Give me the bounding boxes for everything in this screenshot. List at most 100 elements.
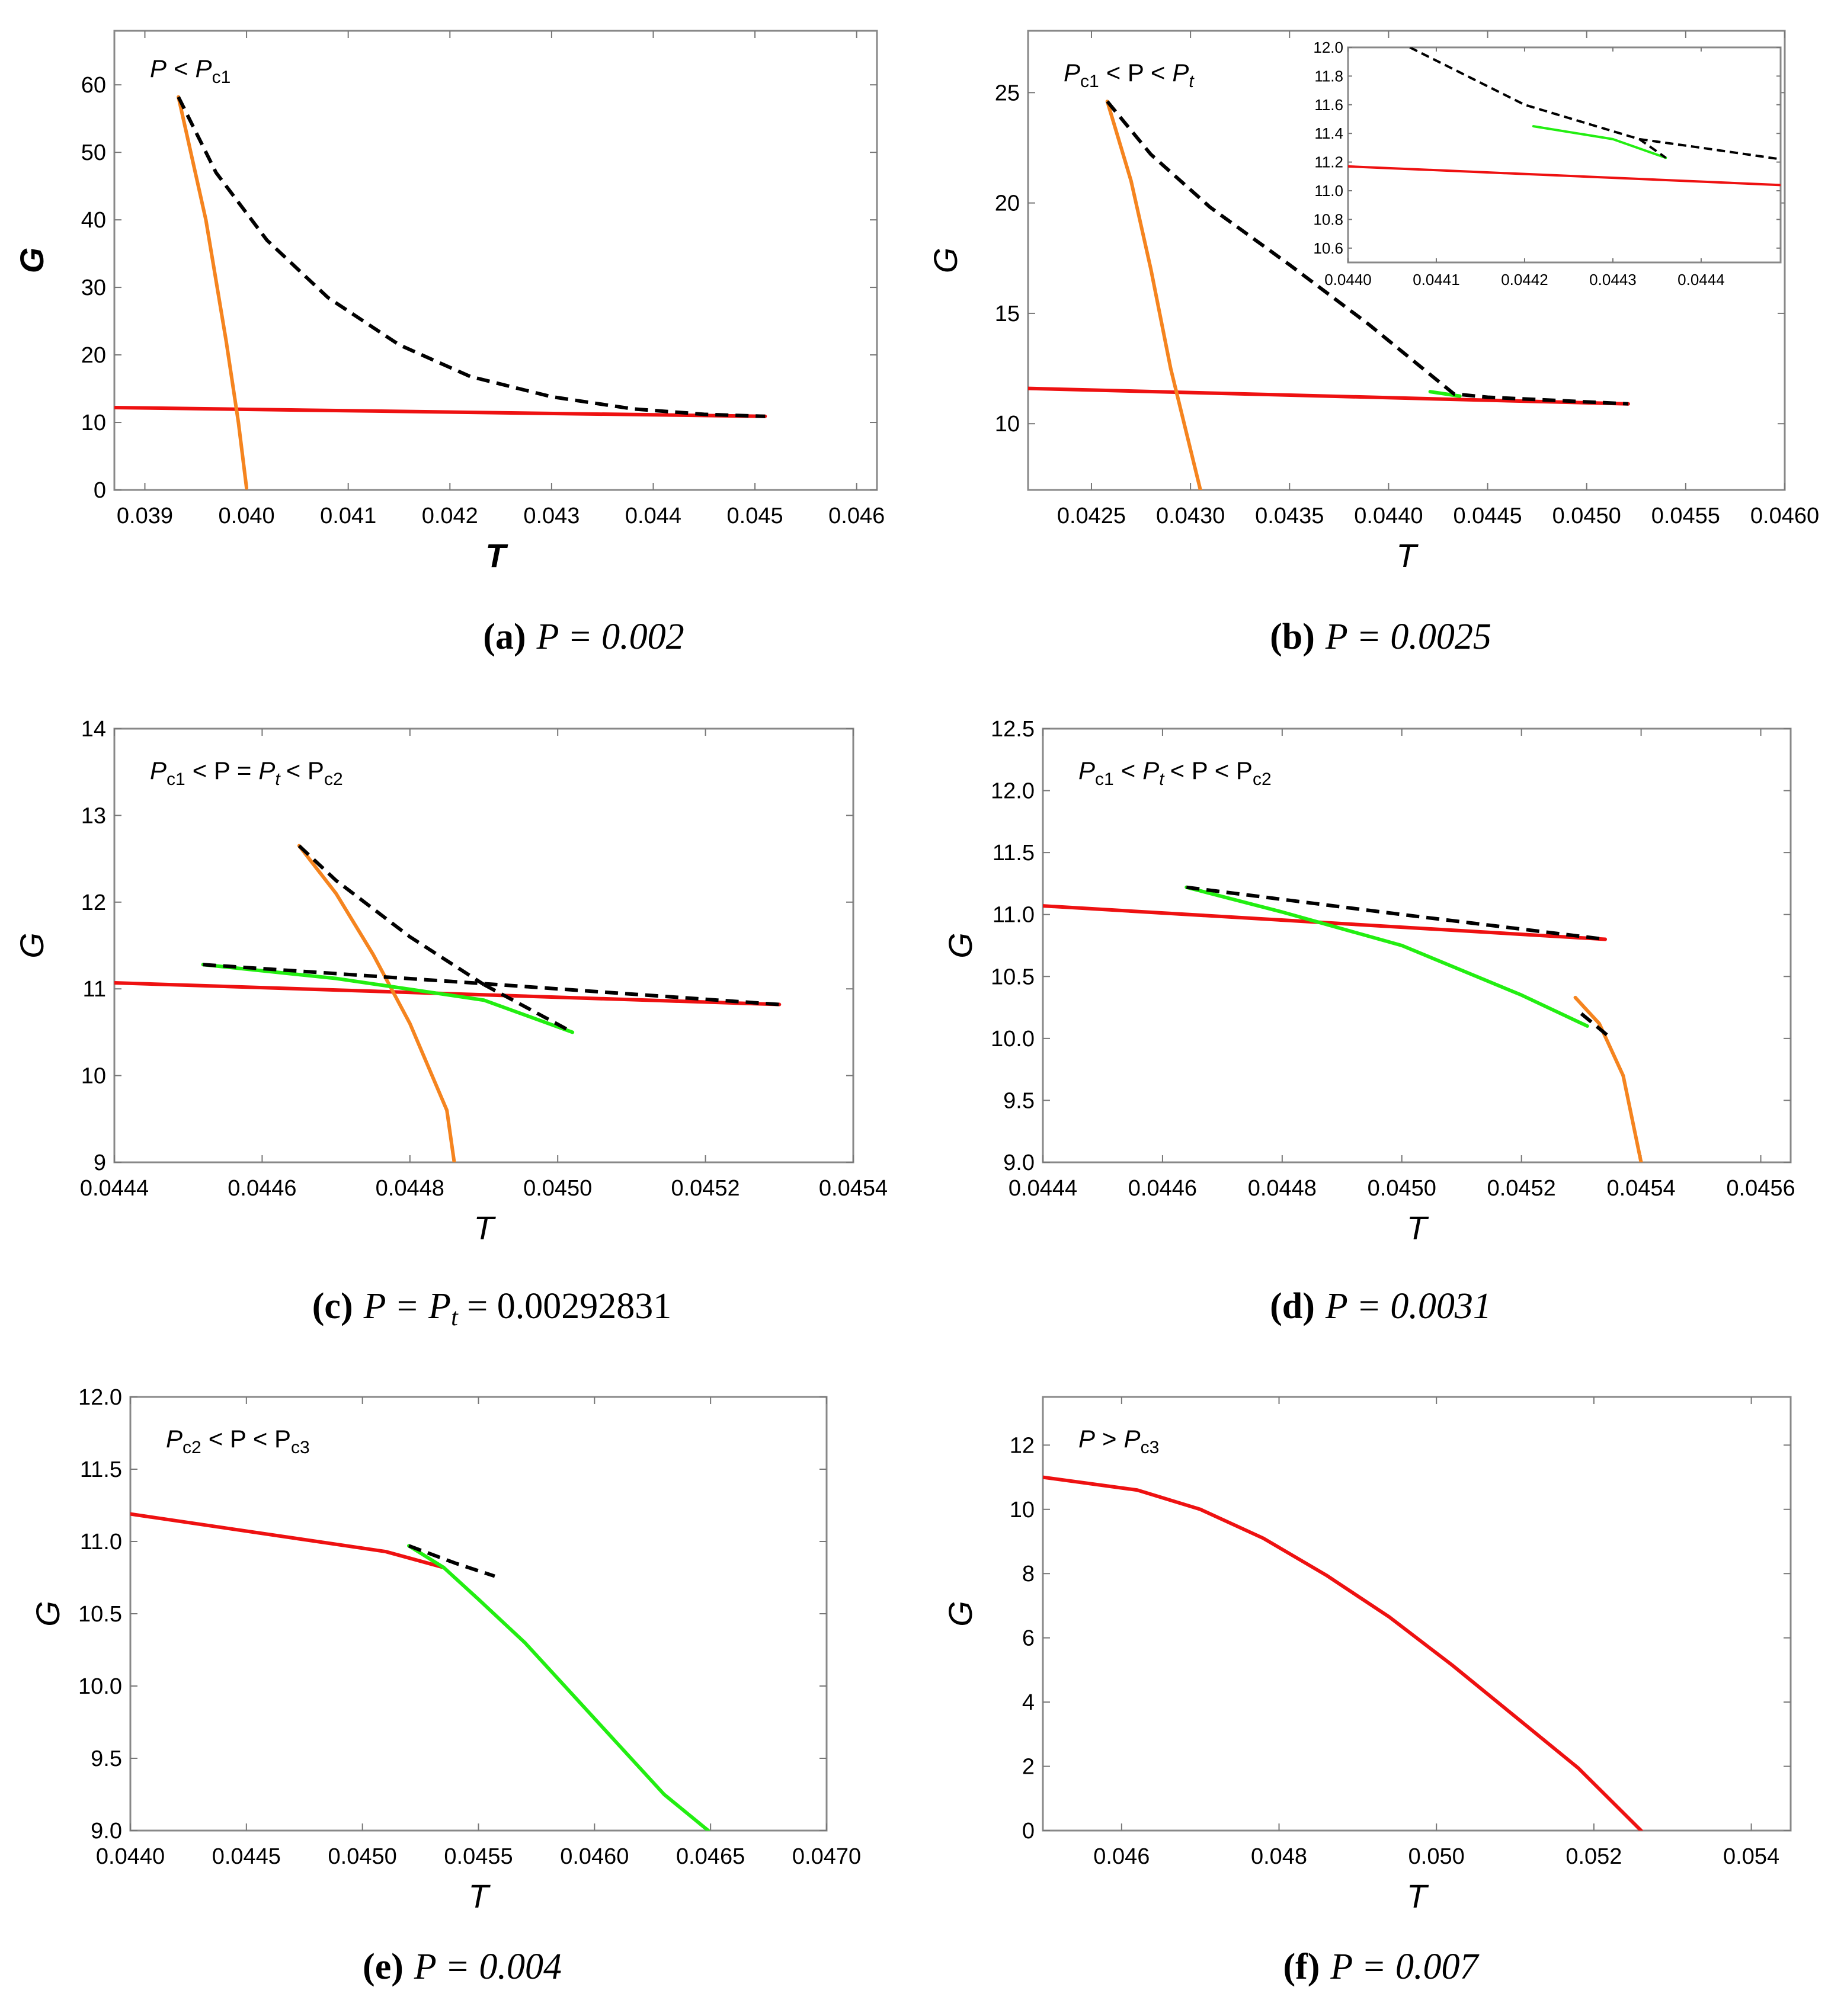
series-line-stable <box>1348 165 1781 187</box>
y-tick-label: 9.5 <box>1003 1088 1035 1113</box>
series-line-unstable <box>1409 47 1667 159</box>
panel-caption: (f) P = 0.007 <box>1283 1947 1480 1987</box>
x-tick-label: 0.054 <box>1723 1844 1779 1869</box>
annotation-sub: c1 <box>1095 770 1114 789</box>
x-axis-label: T <box>485 537 508 574</box>
x-tick-label: 0.0441 <box>1413 271 1460 289</box>
series-line-intermediate <box>1184 885 1589 1028</box>
annotation-sym: P <box>196 55 212 82</box>
regime-annotation: Pc1 < P = Pt < Pc2 <box>150 757 343 789</box>
annotation-sub: c1 <box>1080 72 1099 91</box>
x-tick-label: 0.046 <box>828 504 885 528</box>
annotation-sym: P <box>258 757 275 784</box>
series-group <box>130 1512 710 1831</box>
x-tick-label: 0.0450 <box>328 1844 397 1869</box>
x-tick-label: 0.048 <box>1251 1844 1307 1869</box>
y-tick-label: 12.5 <box>991 717 1035 742</box>
annotation-sub2: t <box>275 770 281 789</box>
chart-panel-e: 0.0440 0.0445 0.0450 0.0455 0.0460 0.0465 0.04… <box>29 1385 861 1987</box>
y-tick-label: 10 <box>1010 1498 1035 1523</box>
y-tick-label: 10.8 <box>1313 210 1343 228</box>
x-tick-label: 0.0454 <box>1606 1176 1675 1201</box>
y-tick-label: 11.4 <box>1314 124 1343 142</box>
series-line-small <box>1105 100 1202 490</box>
y-tick-label: 11.5 <box>80 1457 122 1482</box>
annotation-rel1: < <box>1121 757 1136 784</box>
series-line-unstable <box>408 1544 495 1578</box>
x-tick-label: 0.0460 <box>560 1844 629 1869</box>
y-tick-label: 10.6 <box>1313 239 1343 257</box>
y-tick-label: 11.6 <box>1314 96 1343 114</box>
series-line-unstable <box>177 96 766 418</box>
chart-panel-c: 0.0444 0.0446 0.0448 0.0450 0.0452 0.0454 9 10 1… <box>13 717 888 1331</box>
y-tick-label: 14 <box>81 717 106 742</box>
y-tick-label: 11.0 <box>993 903 1035 928</box>
annotation-main: P <box>166 1425 183 1453</box>
series-line-unstable2 <box>1639 137 1781 161</box>
y-tick-label: 10 <box>995 412 1020 437</box>
x-tick-label: 0.0444 <box>80 1176 149 1201</box>
x-tick-label: 0.0440 <box>96 1844 165 1869</box>
annotation-sub: c3 <box>1141 1438 1160 1457</box>
y-tick-label: 40 <box>81 208 106 233</box>
series-group <box>114 95 767 490</box>
series-group <box>1043 885 1643 1162</box>
y-tick-label: 10.0 <box>78 1674 122 1699</box>
annotation-sub: c1 <box>167 770 185 789</box>
y-tick-label: 4 <box>1022 1690 1035 1715</box>
plot-frame <box>1042 727 1792 1164</box>
x-tick-label: 0.0465 <box>676 1844 745 1869</box>
series-line-stable <box>1043 1475 1643 1831</box>
y-tick-label: 10.5 <box>991 964 1035 989</box>
x-tick-label: 0.041 <box>320 504 376 528</box>
series-line-stable <box>130 1512 446 1569</box>
y-axis-label: G <box>13 932 50 959</box>
x-tick-label: 0.0450 <box>1552 504 1621 528</box>
chart-panel-f: 0.046 0.048 0.050 0.052 0.054 0 2 4 6 8 10 12 T G P > Pc… <box>942 1396 1792 1987</box>
inset-plot: 0.0440 0.0441 0.0442 0.0443 0.0444 10.6 10.8 11… <box>1313 39 1782 289</box>
annotation-rel1: < P < P <box>209 1425 291 1453</box>
series-line-unstable <box>1106 100 1629 406</box>
y-axis-label: G <box>942 1601 979 1627</box>
x-tick-label: 0.0440 <box>1324 271 1372 289</box>
panel-caption: (c) P = Pt = 0.00292831 <box>312 1286 671 1331</box>
x-tick-label: 0.0430 <box>1156 504 1225 528</box>
series-line-unstable <box>297 844 485 986</box>
annotation-main: P <box>150 55 167 82</box>
x-tick-label: 0.042 <box>422 504 478 528</box>
annotation-sub2: t <box>1159 770 1165 789</box>
y-tick-label: 9 <box>94 1150 106 1175</box>
annotation-main: P <box>1064 59 1080 86</box>
x-tick-label: 0.045 <box>727 504 783 528</box>
y-tick-label: 9.0 <box>1003 1150 1035 1175</box>
series-line-small <box>1573 995 1643 1162</box>
panel-caption: (b) P = 0.0025 <box>1270 617 1491 657</box>
regime-annotation: P < Pc1 <box>150 55 230 87</box>
annotation-rel1: < P = <box>193 757 252 784</box>
annotation-sym: P <box>1142 757 1159 784</box>
x-axis-label: T <box>1407 1209 1429 1246</box>
y-tick-label: 12 <box>1010 1433 1035 1458</box>
x-tick-label: 0.0450 <box>1368 1176 1436 1201</box>
caption-letter: (b) <box>1270 617 1315 657</box>
annotation-sub3: c2 <box>1253 770 1272 789</box>
x-tick-label: 0.0448 <box>376 1176 444 1201</box>
annotation-sub: c1 <box>212 68 231 87</box>
x-tick-label: 0.0445 <box>212 1844 281 1869</box>
chart-panel-b: 0.0425 0.0430 0.0435 0.0440 0.0445 0.0450 0.04… <box>927 30 1819 657</box>
y-tick-label: 30 <box>81 275 106 300</box>
y-tick-label: 10.5 <box>78 1602 122 1627</box>
y-tick-label: 11 <box>83 977 106 1002</box>
y-axis-label: G <box>29 1601 66 1627</box>
x-tick-label: 0.0470 <box>792 1844 861 1869</box>
x-axis-label: T <box>1396 537 1419 574</box>
x-tick-label: 0.0444 <box>1009 1176 1077 1201</box>
y-tick-label: 12.0 <box>991 779 1035 804</box>
y-tick-label: 10 <box>81 1064 106 1089</box>
y-tick-label: 9.5 <box>91 1746 122 1771</box>
x-axis-label: T <box>468 1877 491 1915</box>
x-tick-label: 0.0425 <box>1057 504 1126 528</box>
y-tick-label: 11.0 <box>80 1530 122 1555</box>
caption-letter: (c) <box>312 1286 353 1326</box>
